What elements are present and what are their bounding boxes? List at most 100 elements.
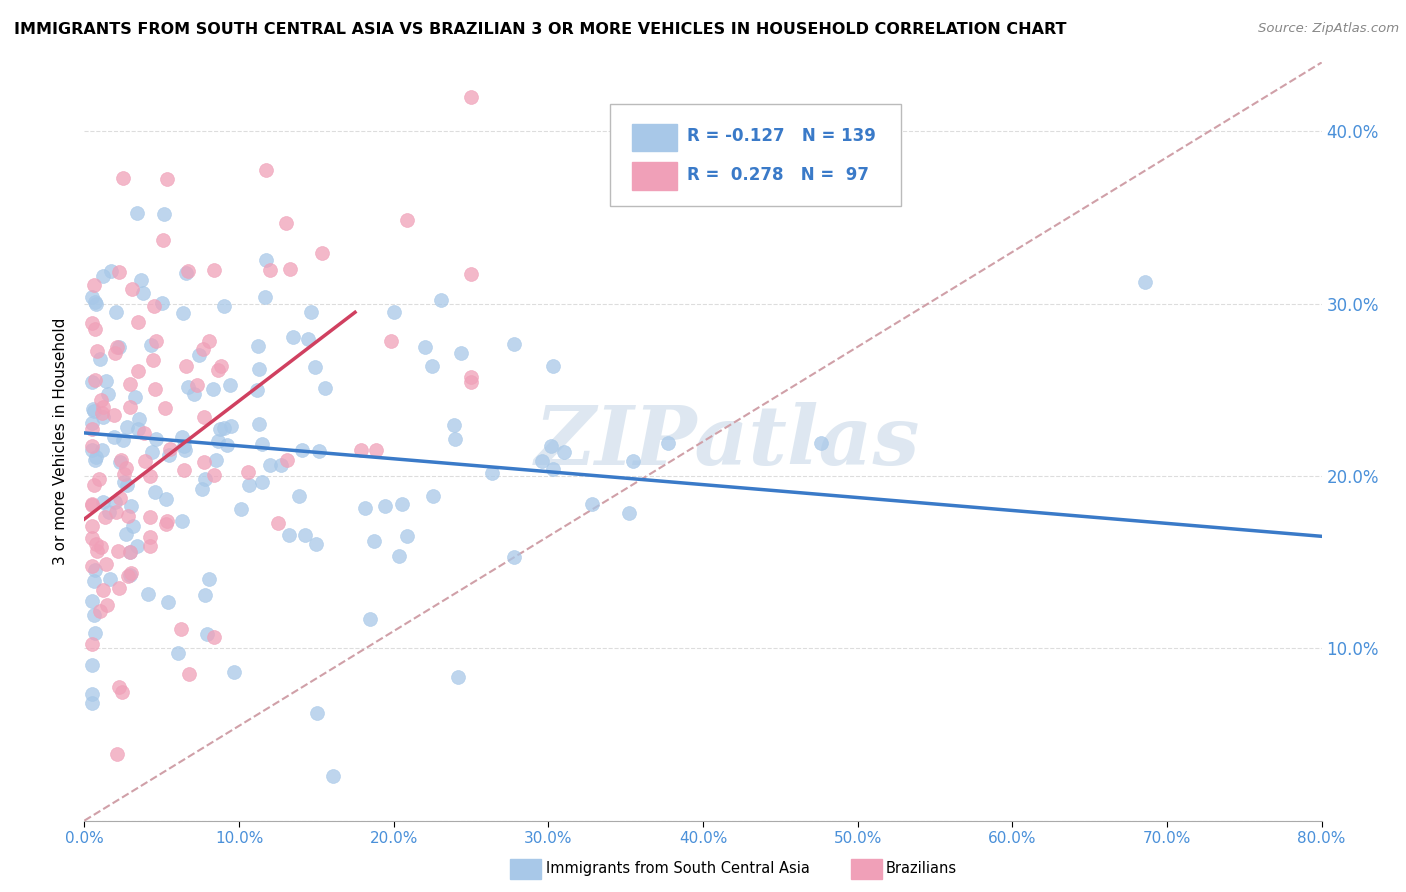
Point xyxy=(103,429,125,443)
FancyBboxPatch shape xyxy=(610,104,901,207)
Point xyxy=(231,501,253,516)
Point xyxy=(127,364,149,378)
Point xyxy=(460,375,482,389)
Point xyxy=(141,338,163,352)
Point xyxy=(122,518,145,533)
Point xyxy=(460,370,482,384)
Point xyxy=(110,453,132,467)
Point xyxy=(195,627,218,641)
Point xyxy=(198,572,221,586)
Point xyxy=(194,588,217,602)
Point xyxy=(460,268,482,282)
Point xyxy=(82,558,104,573)
Point xyxy=(208,421,231,435)
Point xyxy=(156,171,179,186)
Point xyxy=(170,622,193,636)
Point xyxy=(84,373,107,387)
Point xyxy=(94,374,117,388)
Point xyxy=(349,442,371,457)
Point xyxy=(238,478,260,492)
Point xyxy=(107,544,129,558)
Point xyxy=(139,509,162,524)
Point xyxy=(460,90,482,104)
Point xyxy=(118,545,141,559)
Point xyxy=(179,667,201,681)
Point xyxy=(104,505,127,519)
Point xyxy=(82,518,104,533)
Point xyxy=(254,163,277,178)
Point xyxy=(115,477,138,491)
Point xyxy=(254,253,277,268)
Point xyxy=(111,171,134,186)
Point xyxy=(83,574,105,588)
Point xyxy=(246,383,269,397)
Text: Brazilians: Brazilians xyxy=(886,862,957,876)
Point xyxy=(155,492,177,507)
Point xyxy=(82,376,104,390)
Point xyxy=(142,299,165,313)
Point xyxy=(89,472,111,486)
Point xyxy=(173,443,195,458)
Point xyxy=(236,466,259,480)
Point xyxy=(193,455,215,469)
Point xyxy=(447,670,470,684)
Point xyxy=(93,401,115,415)
Point xyxy=(83,295,105,310)
Point xyxy=(82,499,104,513)
Point xyxy=(82,290,104,304)
Point xyxy=(83,608,105,623)
Point xyxy=(247,339,270,353)
Point xyxy=(150,295,173,310)
Point xyxy=(108,341,131,355)
Point xyxy=(503,549,526,564)
Point xyxy=(139,539,162,553)
Point xyxy=(82,687,104,701)
Point xyxy=(141,445,163,459)
Point xyxy=(194,472,217,486)
Text: IMMIGRANTS FROM SOUTH CENTRAL ASIA VS BRAZILIAN 3 OR MORE VEHICLES IN HOUSEHOLD : IMMIGRANTS FROM SOUTH CENTRAL ASIA VS BR… xyxy=(14,22,1067,37)
Point xyxy=(118,545,141,559)
Text: ZIPatlas: ZIPatlas xyxy=(536,401,921,482)
Point xyxy=(129,273,152,287)
Point xyxy=(430,293,453,307)
Point xyxy=(118,400,141,414)
Text: R =  0.278   N =  97: R = 0.278 N = 97 xyxy=(688,166,869,184)
Point xyxy=(120,499,142,513)
Point xyxy=(138,469,160,483)
Point xyxy=(311,245,333,260)
Point xyxy=(112,475,135,489)
Point xyxy=(152,207,174,221)
Point xyxy=(207,434,229,448)
Point xyxy=(97,505,120,519)
Point xyxy=(450,346,472,360)
Point xyxy=(1133,275,1156,289)
Point xyxy=(120,568,142,582)
Point xyxy=(86,544,108,558)
Point xyxy=(82,422,104,436)
Point xyxy=(83,277,105,292)
Point xyxy=(145,334,167,348)
Point xyxy=(186,378,208,392)
Point xyxy=(172,514,194,528)
Point xyxy=(82,531,104,545)
Text: Immigrants from South Central Asia: Immigrants from South Central Asia xyxy=(546,862,810,876)
Point xyxy=(205,453,228,467)
Point xyxy=(541,359,564,374)
Point xyxy=(167,646,190,660)
Point xyxy=(96,557,118,571)
Point xyxy=(366,443,388,458)
Point xyxy=(86,344,108,359)
Point xyxy=(380,334,402,348)
Point xyxy=(191,342,214,356)
Point xyxy=(259,263,281,277)
Point xyxy=(83,322,105,336)
Point xyxy=(82,696,104,710)
Point xyxy=(82,594,104,608)
Point xyxy=(131,286,153,301)
Point xyxy=(145,432,167,446)
Point xyxy=(121,282,143,296)
Point xyxy=(190,483,212,497)
Point xyxy=(82,417,104,431)
Point xyxy=(267,516,290,531)
Point xyxy=(90,406,112,420)
